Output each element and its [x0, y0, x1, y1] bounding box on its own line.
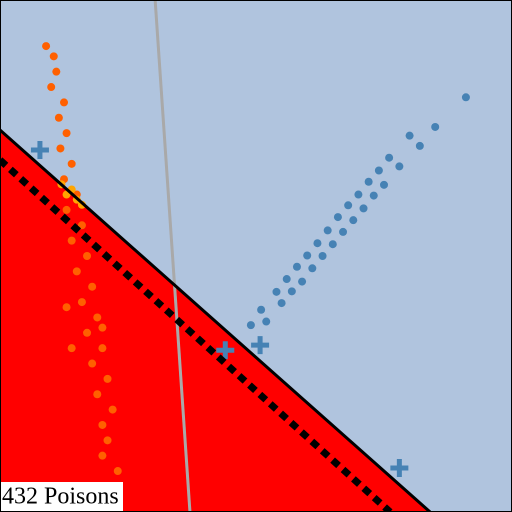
data-point: [77, 298, 86, 307]
data-point: [56, 144, 65, 153]
data-point: [461, 93, 470, 102]
data-point: [103, 374, 112, 383]
decision-boundary: [0, 128, 432, 512]
data-point: [60, 98, 68, 107]
data-point: [67, 159, 76, 168]
data-point: [298, 277, 307, 286]
annotation-text: 432 Poisons: [2, 484, 119, 510]
data-point: [93, 390, 102, 399]
data-point: [380, 180, 388, 189]
data-point: [339, 227, 348, 236]
data-point: [313, 239, 322, 248]
data-point: [369, 191, 378, 200]
data-point: [113, 467, 122, 476]
data-point: [257, 305, 266, 314]
data-point: [93, 313, 102, 322]
data-point: [98, 323, 107, 332]
data-point: [49, 52, 58, 61]
poison-marker: [216, 341, 235, 360]
data-point: [415, 141, 424, 150]
data-point: [308, 264, 317, 273]
data-point: [349, 216, 358, 225]
data-point: [333, 213, 342, 222]
data-point: [292, 262, 301, 271]
data-point: [67, 236, 76, 245]
data-point: [54, 113, 63, 122]
annotation: 432 Poisons: [0, 482, 123, 512]
data-point: [103, 436, 112, 445]
data-point: [318, 252, 327, 260]
data-point: [83, 328, 92, 337]
annotation-box: [0, 482, 123, 512]
data-point: [62, 303, 71, 312]
data-point: [323, 226, 332, 235]
data-point: [47, 83, 56, 92]
poison-marker: [251, 336, 270, 355]
poison-marker: [30, 141, 49, 160]
data-point: [431, 122, 440, 131]
data-point: [328, 240, 337, 249]
data-point: [374, 166, 383, 175]
data-point: [344, 201, 353, 210]
data-point: [62, 205, 71, 214]
data-point: [67, 344, 76, 353]
data-point: [385, 153, 394, 162]
data-point: [354, 190, 363, 199]
data-point: [62, 129, 71, 138]
data-point: [395, 162, 404, 171]
data-point: [282, 275, 291, 284]
data-point: [42, 42, 51, 51]
reference-line: [153, 0, 192, 512]
data-point: [405, 131, 414, 140]
data-point: [88, 359, 97, 368]
data-point: [52, 67, 61, 76]
data-point: [72, 267, 81, 276]
data-point: [88, 282, 97, 291]
data-point: [262, 317, 271, 326]
shifted-boundary: [0, 157, 393, 512]
data-point: [359, 204, 368, 213]
data-point: [277, 299, 286, 308]
data-point: [108, 405, 117, 414]
poison-marker: [390, 458, 409, 477]
data-point: [77, 221, 86, 230]
data-point: [83, 252, 92, 260]
data-point: [287, 287, 296, 296]
data-point: [246, 321, 255, 330]
data-point: [98, 451, 107, 460]
data-point: [98, 344, 107, 353]
data-point: [364, 177, 373, 186]
data-point: [98, 420, 107, 429]
data-point: [303, 251, 312, 260]
data-point: [272, 287, 281, 296]
